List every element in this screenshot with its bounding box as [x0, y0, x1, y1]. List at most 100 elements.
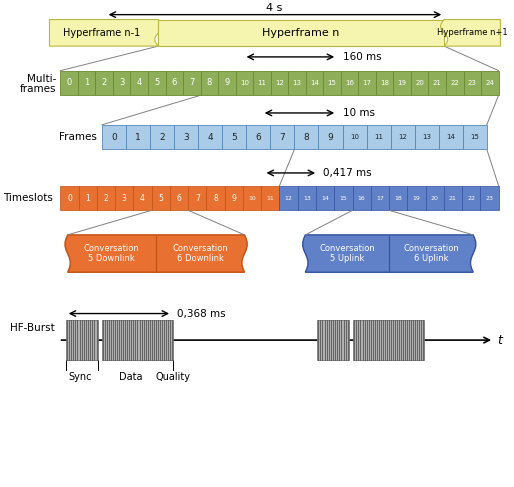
- Bar: [60, 71, 78, 95]
- Bar: [354, 320, 424, 360]
- Text: 5: 5: [154, 78, 159, 88]
- Text: 8: 8: [207, 78, 212, 88]
- Bar: [126, 125, 150, 150]
- Text: 20: 20: [415, 80, 424, 86]
- Text: 16: 16: [345, 80, 354, 86]
- Text: Data: Data: [119, 372, 143, 381]
- Bar: [102, 320, 173, 360]
- Bar: [319, 125, 342, 150]
- Bar: [288, 71, 306, 95]
- Text: 6 Downlink: 6 Downlink: [177, 254, 224, 263]
- Bar: [323, 71, 341, 95]
- Bar: [391, 125, 415, 150]
- Bar: [235, 71, 253, 95]
- Bar: [271, 71, 288, 95]
- Text: 23: 23: [485, 195, 493, 201]
- Bar: [306, 71, 323, 95]
- Text: 4: 4: [208, 132, 213, 142]
- Text: Quality: Quality: [155, 372, 190, 381]
- Text: 13: 13: [292, 80, 302, 86]
- Bar: [225, 186, 243, 210]
- Bar: [78, 71, 96, 95]
- Bar: [298, 186, 316, 210]
- Text: 23: 23: [468, 80, 476, 86]
- Text: 0: 0: [66, 78, 72, 88]
- Bar: [243, 186, 261, 210]
- Text: frames: frames: [20, 84, 57, 94]
- Polygon shape: [440, 19, 501, 46]
- Bar: [60, 186, 79, 210]
- Text: 160 ms: 160 ms: [343, 52, 382, 62]
- Text: 0: 0: [111, 132, 117, 142]
- Text: 21: 21: [449, 195, 457, 201]
- Text: 7: 7: [280, 132, 285, 142]
- Bar: [246, 125, 270, 150]
- Text: HF-Burst: HF-Burst: [10, 323, 55, 333]
- Text: 10: 10: [248, 195, 256, 201]
- Bar: [66, 320, 98, 360]
- Bar: [97, 186, 115, 210]
- Text: 4: 4: [137, 78, 142, 88]
- Text: 3: 3: [183, 132, 189, 142]
- Bar: [253, 71, 271, 95]
- Text: Conversation: Conversation: [172, 244, 228, 253]
- Bar: [280, 186, 298, 210]
- Text: 17: 17: [362, 80, 372, 86]
- Bar: [113, 71, 131, 95]
- Text: 13: 13: [303, 195, 311, 201]
- Text: 12: 12: [275, 80, 284, 86]
- Bar: [429, 71, 446, 95]
- Bar: [439, 125, 463, 150]
- Text: 14: 14: [446, 134, 455, 140]
- Bar: [426, 186, 444, 210]
- Bar: [342, 125, 366, 150]
- Text: 10 ms: 10 ms: [343, 108, 375, 118]
- Bar: [150, 125, 174, 150]
- Bar: [481, 71, 499, 95]
- Text: 15: 15: [470, 134, 479, 140]
- Bar: [341, 71, 358, 95]
- Text: 20: 20: [431, 195, 438, 201]
- Text: 2: 2: [104, 193, 108, 203]
- Text: 10: 10: [240, 80, 249, 86]
- Text: Timeslots: Timeslots: [3, 193, 53, 203]
- Bar: [261, 186, 280, 210]
- Text: Frames: Frames: [59, 132, 97, 142]
- Bar: [415, 125, 439, 150]
- Bar: [152, 186, 170, 210]
- Bar: [188, 186, 207, 210]
- Text: 1: 1: [84, 78, 89, 88]
- Bar: [102, 125, 126, 150]
- Text: 0,368 ms: 0,368 ms: [176, 309, 225, 318]
- Text: Hyperframe n: Hyperframe n: [262, 28, 339, 38]
- Text: Multi-: Multi-: [27, 74, 57, 84]
- Text: 8: 8: [213, 193, 218, 203]
- Text: 17: 17: [376, 195, 384, 201]
- Text: 22: 22: [450, 80, 459, 86]
- Text: Conversation: Conversation: [403, 244, 459, 253]
- Bar: [393, 71, 411, 95]
- Text: 18: 18: [394, 195, 402, 201]
- Bar: [183, 71, 200, 95]
- Bar: [446, 71, 464, 95]
- Text: 14: 14: [321, 195, 329, 201]
- Text: 5 Uplink: 5 Uplink: [330, 254, 364, 263]
- Text: $t$: $t$: [497, 334, 504, 347]
- Bar: [295, 125, 319, 150]
- Polygon shape: [49, 19, 162, 46]
- Text: 3: 3: [119, 78, 124, 88]
- Text: 11: 11: [374, 134, 383, 140]
- Bar: [444, 186, 462, 210]
- Text: 9: 9: [224, 78, 230, 88]
- Bar: [270, 125, 295, 150]
- Bar: [334, 186, 353, 210]
- Text: 22: 22: [467, 195, 475, 201]
- Bar: [131, 71, 148, 95]
- Bar: [79, 186, 97, 210]
- Text: 15: 15: [340, 195, 347, 201]
- Text: 21: 21: [433, 80, 442, 86]
- Bar: [158, 19, 444, 46]
- Bar: [317, 320, 349, 360]
- Bar: [170, 186, 188, 210]
- Text: 18: 18: [380, 80, 389, 86]
